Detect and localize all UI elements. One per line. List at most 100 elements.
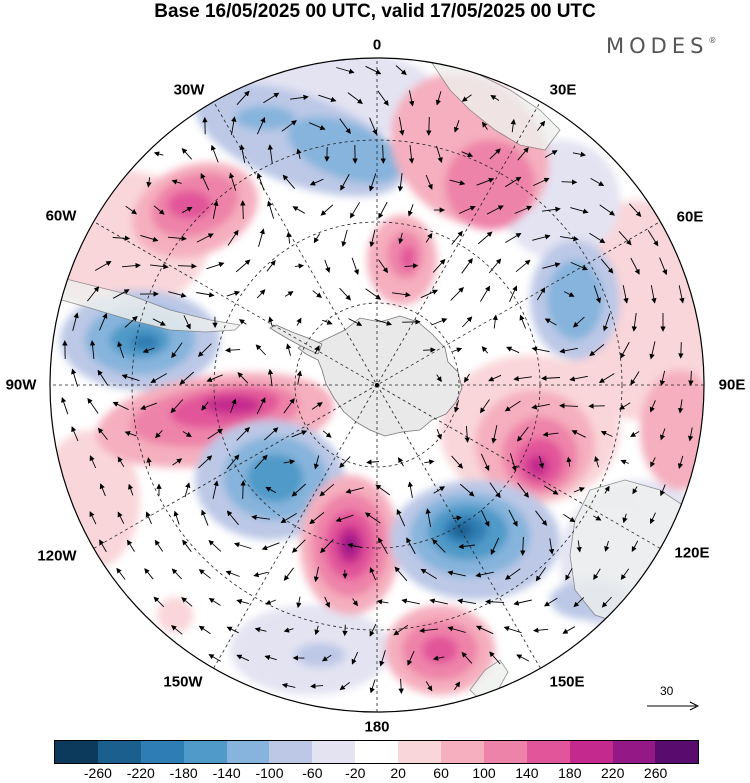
- wind-vector: [314, 345, 320, 355]
- colorbar-cell: [612, 741, 656, 763]
- wind-vector: [324, 596, 330, 608]
- meridian-label-30w: 30W: [173, 81, 205, 99]
- wind-vector: [347, 92, 363, 104]
- wind-vector: [531, 346, 550, 353]
- wind-vector: [393, 624, 409, 636]
- wind-vector: [433, 486, 446, 494]
- wind-vector: [263, 92, 280, 104]
- wind-vector: [339, 456, 351, 469]
- meridian-label-0: 0: [372, 36, 382, 54]
- wind-vector: [112, 289, 130, 299]
- wind-vector: [324, 259, 331, 273]
- wind-vector: [589, 232, 606, 244]
- wind-vector: [677, 455, 684, 469]
- wind-vector: [593, 515, 602, 521]
- wind-vector: [398, 457, 404, 467]
- wind-vector: [225, 347, 241, 353]
- wind-vector: [451, 455, 463, 469]
- wind-vector: [322, 319, 333, 325]
- wind-vector: [154, 539, 164, 552]
- wind-vector: [236, 654, 250, 662]
- wind-vector: [659, 484, 666, 497]
- colorbar-tick-label: -20: [345, 765, 366, 781]
- wind-vector: [431, 318, 448, 326]
- wind-vector: [398, 117, 405, 136]
- wind-vector: [620, 341, 630, 359]
- wind-vector: [565, 567, 573, 581]
- wind-vector: [256, 289, 266, 299]
- wind-vector: [622, 513, 628, 524]
- wind-vector: [504, 400, 521, 412]
- colorbar-tick-label: -140: [212, 765, 241, 781]
- wind-vector: [251, 514, 270, 521]
- wind-vector: [124, 316, 138, 328]
- meridian-label-120e: 120E: [674, 544, 710, 562]
- wind-vector: [240, 200, 246, 220]
- wind-vector: [560, 236, 579, 242]
- wind-vector: [480, 453, 490, 472]
- wind-vector: [570, 207, 589, 214]
- meridian-label-120w: 120W: [37, 547, 77, 565]
- wind-vector: [236, 426, 250, 441]
- wind-vector: [432, 655, 445, 661]
- wind-vector: [509, 453, 517, 472]
- wind-vector: [121, 374, 140, 382]
- wind-vector: [153, 596, 165, 608]
- wind-vector: [461, 257, 473, 274]
- wind-vector: [488, 258, 502, 274]
- wind-vector: [146, 457, 152, 467]
- wind-vector: [71, 368, 79, 387]
- wind-vector: [449, 179, 466, 186]
- wind-vector: [336, 67, 355, 74]
- wind-vector: [425, 232, 433, 243]
- wind-vector: [173, 510, 180, 525]
- wind-vector: [374, 319, 393, 326]
- wind-vector: [537, 120, 546, 131]
- wind-vector: [125, 205, 138, 215]
- wind-vector: [408, 145, 415, 164]
- wind-vector: [171, 342, 183, 359]
- wind-vector: [464, 373, 470, 383]
- wind-vector: [649, 512, 656, 525]
- wind-vector: [630, 371, 640, 386]
- wind-vector: [94, 261, 112, 271]
- wind-vector: [688, 370, 694, 386]
- wind-vector: [436, 428, 442, 440]
- wind-vector: [593, 285, 601, 304]
- wind-vector: [513, 599, 532, 606]
- wind-vector: [544, 318, 557, 326]
- wind-vector: [543, 597, 558, 607]
- wind-vector: [312, 290, 323, 298]
- wind-vector: [112, 235, 131, 241]
- wind-vector: [594, 455, 600, 468]
- wind-vector: [124, 431, 137, 437]
- wind-vector: [600, 258, 614, 274]
- wind-vector: [447, 626, 466, 633]
- wind-vector: [284, 291, 294, 297]
- wind-vector: [256, 397, 266, 415]
- wind-vector: [649, 400, 656, 413]
- wind-vector: [407, 204, 414, 217]
- wind-vector: [503, 626, 522, 634]
- colorbar-tick-label: -220: [126, 765, 155, 781]
- wind-vector: [505, 232, 522, 243]
- wind-vector: [155, 430, 163, 439]
- wind-vector: [283, 567, 294, 581]
- antarctica: [297, 315, 463, 437]
- wind-vector: [320, 539, 334, 554]
- wind-vector: [376, 599, 389, 605]
- wind-vector: [599, 204, 616, 216]
- wind-reference-label: 30: [660, 684, 674, 698]
- wind-vector: [543, 485, 559, 495]
- wind-vector: [452, 515, 462, 521]
- wind-vector: [461, 316, 473, 328]
- wind-vector: [407, 481, 414, 498]
- wind-vector: [420, 568, 437, 580]
- wind-vector: [563, 514, 576, 523]
- wind-vector: [396, 508, 406, 527]
- wind-vector: [520, 536, 526, 556]
- wind-vector: [486, 205, 504, 215]
- wind-vector: [485, 599, 505, 605]
- colorbar-cell: [97, 741, 141, 763]
- antarctic-peninsula: [269, 324, 323, 355]
